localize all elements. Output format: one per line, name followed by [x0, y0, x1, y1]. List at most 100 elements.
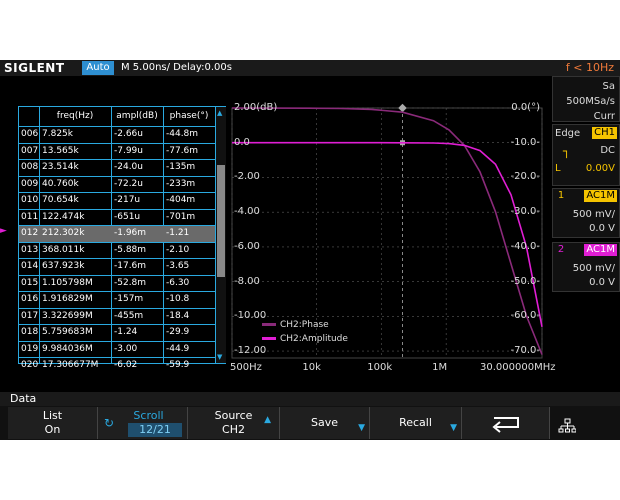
y-left-tick-label: -8.00 — [234, 275, 260, 287]
save-softkey[interactable]: Save ▼ — [280, 407, 370, 439]
right-info-panel: Sa 500MSa/s Curr 35.0pts Edge CH1 ┐ DC L… — [552, 76, 620, 366]
back-softkey[interactable] — [462, 407, 550, 439]
y-right-tick-label: -20.0- — [510, 171, 540, 183]
table-cell-idx: 019 — [21, 343, 39, 354]
table-cell-phase: -6.30 — [166, 277, 190, 288]
table-cell-freq: 1.916829M — [42, 294, 93, 304]
table-row[interactable]: 013 368.011k -5.88m -2.10 — [19, 243, 215, 259]
table-row[interactable]: 018 5.759683M -1.24 -29.9 — [19, 325, 215, 341]
network-icon — [558, 418, 578, 436]
source-softkey[interactable]: Source CH2 ▲ — [188, 407, 280, 439]
table-cell-idx: 007 — [21, 145, 39, 156]
table-cell-freq: 7.825k — [42, 129, 73, 139]
table-divider — [19, 307, 215, 309]
table-cell-freq: 637.923k — [42, 261, 85, 271]
table-cell-freq: 1.105798M — [42, 277, 93, 288]
table-cell-idx: 009 — [21, 178, 39, 189]
x-tick-label: 30.000000MHz — [480, 362, 556, 373]
table-row[interactable]: 020 17.306677M -6.02 -59.9 — [19, 358, 215, 374]
series-line-phase — [231, 107, 543, 355]
table-cell-freq: 5.759683M — [42, 327, 93, 337]
table-row[interactable]: 008 23.514k -24.0u -135m — [19, 160, 215, 176]
column-header-ampl: ampl(dB) — [116, 111, 158, 121]
table-cell-ampl: -2.66u — [114, 129, 143, 139]
table-row[interactable]: 006 7.825k -2.66u -44.8m — [19, 127, 215, 143]
measurement-table: freq(Hz) ampl(dB) phase(°) 006 7.825k -2.6… — [18, 106, 226, 370]
menu-title-bar: Data — [0, 392, 620, 406]
x-tick-label: 10k — [302, 362, 321, 373]
table-cell-ampl: -24.0u — [114, 162, 143, 172]
list-on-softkey[interactable]: List On — [8, 407, 98, 439]
table-divider — [19, 357, 215, 358]
softkey-bar: List On ↻ Scroll 12/21 Source CH2 ▲ Save… — [0, 406, 620, 440]
table-cell-freq: 122.474k — [42, 211, 85, 222]
table-cell-ampl: -3.00 — [114, 343, 138, 354]
sample-rate: Sa 500MSa/s — [566, 81, 615, 107]
table-cell-ampl: -6.02 — [114, 360, 138, 370]
table-cell-phase: -77.6m — [166, 145, 199, 156]
y-right-tick-label: -40.0- — [510, 240, 540, 252]
table-divider — [19, 340, 215, 342]
scroll-softkey[interactable]: ↻ Scroll 12/21 — [98, 407, 188, 439]
table-row[interactable]: 007 13.565k -7.99u -77.6m — [19, 144, 215, 160]
table-cell-idx: 017 — [21, 310, 39, 321]
table-row[interactable]: 019 9.984036M -3.00 -44.9 — [19, 342, 215, 358]
table-row[interactable]: 010 70.654k -217u -404m — [19, 193, 215, 209]
rotate-knob-icon: ↻ — [104, 416, 115, 430]
scrollbar-thumb[interactable] — [217, 165, 225, 277]
table-divider — [19, 274, 215, 276]
table-cell-phase: -404m — [166, 195, 196, 205]
channel-2-info[interactable]: 2 AC1M 500 mV/ 0.0 V — [552, 242, 620, 292]
table-cell-ampl: -217u — [114, 195, 141, 205]
table-cell-idx: 015 — [21, 277, 39, 288]
y-left-tick-label: 2.00(dB) — [234, 102, 278, 113]
ch2-offset-marker-icon[interactable]: ► — [0, 226, 7, 236]
table-cell-ampl: -17.6m — [114, 261, 147, 271]
top-status-bar: SIGLENT Auto M 5.00ns/ Delay:0.00s f < 1… — [0, 60, 620, 76]
table-cell-idx: 016 — [21, 294, 39, 304]
table-row[interactable]: 017 3.322699M -455m -18.4 — [19, 309, 215, 325]
scroll-up-icon[interactable]: ▲ — [217, 109, 223, 117]
table-cell-phase: -18.4 — [166, 310, 190, 321]
table-divider — [19, 225, 215, 226]
legend-swatch-phase — [262, 323, 276, 326]
table-divider — [19, 208, 215, 210]
y-right-tick-label: -50.0- — [510, 275, 540, 287]
x-tick-label: 100k — [367, 362, 393, 373]
table-divider — [19, 126, 215, 127]
y-right-tick-label: -60.0- — [510, 310, 540, 322]
scroll-down-icon[interactable]: ▼ — [217, 353, 223, 361]
softkey-label: Scroll — [133, 409, 164, 422]
table-cell-freq: 9.984036M — [42, 343, 93, 354]
ch2-scale: 500 mV/ — [572, 263, 615, 274]
table-divider — [19, 175, 215, 177]
legend-item-amplitude: CH2:Amplitude — [262, 334, 348, 348]
table-cell-phase: -10.8 — [166, 294, 190, 304]
trigger-level-label: L — [555, 163, 561, 174]
table-row[interactable]: 011 122.474k -651u -701m — [19, 210, 215, 226]
ch2-offset: 0.0 V — [589, 277, 615, 288]
trigger-mode-badge[interactable]: Auto — [82, 61, 114, 75]
recall-softkey[interactable]: Recall ▼ — [370, 407, 462, 439]
softkey-value: CH2 — [222, 423, 245, 436]
table-divider — [19, 291, 215, 292]
table-row[interactable]: 015 1.105798M -52.8m -6.30 — [19, 276, 215, 292]
ch2-coupling-badge: AC1M — [584, 244, 617, 256]
table-row[interactable]: 016 1.916829M -157m -10.8 — [19, 292, 215, 308]
table-row[interactable]: 014 637.923k -17.6m -3.65 — [19, 259, 215, 275]
table-cell-idx: 020 — [21, 360, 39, 370]
trigger-level: 0.00V — [585, 163, 615, 174]
table-cell-phase: -3.65 — [166, 261, 190, 271]
table-row[interactable]: 012 212.302k -1.96m -1.21 — [19, 226, 215, 242]
y-right-tick-label: -70.0- — [510, 345, 540, 357]
table-divider — [19, 142, 215, 144]
y-left-tick-label: -2.00 — [234, 171, 260, 183]
table-row[interactable]: 009 40.760k -72.2u -233m — [19, 177, 215, 193]
y-left-tick-label: -4.00 — [234, 206, 260, 218]
table-scrollbar[interactable]: ▲ ▼ — [215, 107, 226, 363]
y-left-tick-label: -6.00 — [234, 240, 260, 252]
table-cell-freq: 3.322699M — [42, 310, 93, 321]
trigger-type: Edge — [555, 128, 581, 139]
oscilloscope-screen: SIGLENT Auto M 5.00ns/ Delay:0.00s f < 1… — [0, 60, 620, 440]
table-cell-ampl: -157m — [114, 294, 144, 304]
